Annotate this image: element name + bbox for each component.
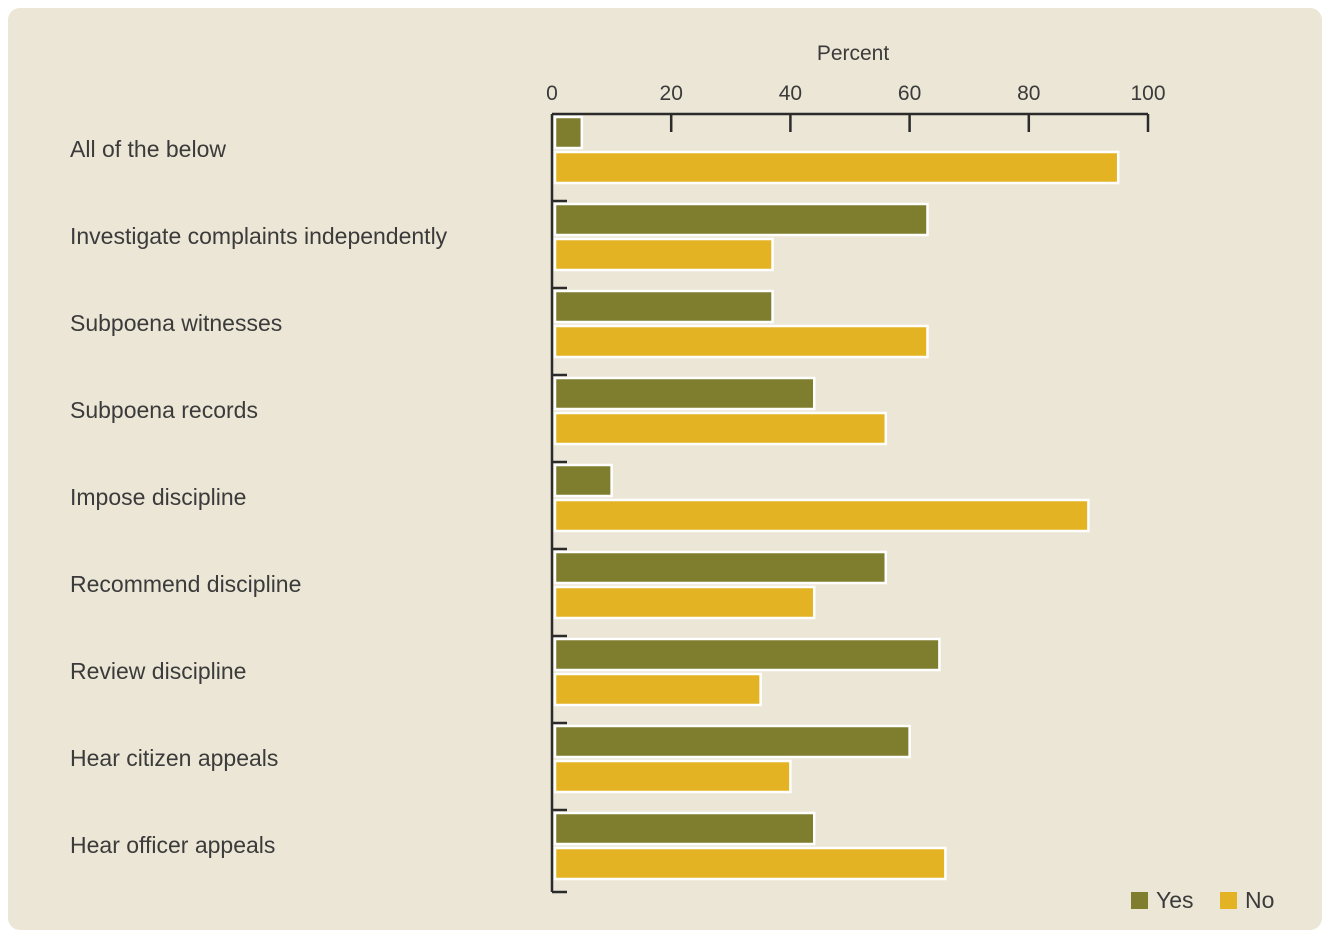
category-label: Impose discipline (70, 484, 246, 510)
bar-yes (553, 724, 911, 759)
bar-no (553, 672, 762, 707)
bar-yes (553, 811, 816, 846)
legend-label: No (1245, 887, 1274, 913)
legend: Yes No (1131, 887, 1274, 913)
category-label: Investigate complaints independently (70, 223, 448, 249)
bars (553, 115, 1120, 881)
bar-no (553, 411, 888, 446)
category-label: All of the below (70, 136, 226, 162)
category-label: Hear citizen appeals (70, 745, 278, 771)
category-label: Review discipline (70, 658, 246, 684)
legend-swatch-no (1220, 892, 1237, 909)
x-tick-label: 100 (1130, 82, 1165, 105)
bar-yes (553, 637, 941, 672)
bar-yes (553, 115, 584, 150)
x-tick-label: 0 (546, 82, 558, 105)
bar-yes (553, 202, 929, 237)
bar-no (553, 498, 1090, 533)
bar-no (553, 150, 1120, 185)
legend-swatch-yes (1131, 892, 1148, 909)
category-label: Hear officer appeals (70, 832, 275, 858)
bar-yes (553, 376, 816, 411)
bar-no (553, 585, 816, 620)
category-labels: All of the below Investigate complaints i… (70, 136, 448, 858)
x-tick-label: 60 (898, 82, 921, 105)
x-axis-ticks: 0 20 40 60 80 100 (546, 82, 1166, 132)
bar-yes (553, 550, 888, 585)
bar-no (553, 846, 947, 881)
bar-no (553, 324, 929, 359)
bar-yes (553, 289, 774, 324)
x-tick-label: 40 (779, 82, 802, 105)
category-label: Subpoena records (70, 397, 258, 423)
bar-no (553, 759, 792, 794)
axes (550, 112, 1148, 894)
x-tick-label: 20 (660, 82, 683, 105)
category-label: Subpoena witnesses (70, 310, 282, 336)
bar-no (553, 237, 774, 272)
legend-label: Yes (1156, 887, 1194, 913)
category-label: Recommend discipline (70, 571, 301, 597)
x-tick-label: 80 (1017, 82, 1040, 105)
bar-yes (553, 463, 613, 498)
x-axis-title: Percent (817, 42, 890, 65)
